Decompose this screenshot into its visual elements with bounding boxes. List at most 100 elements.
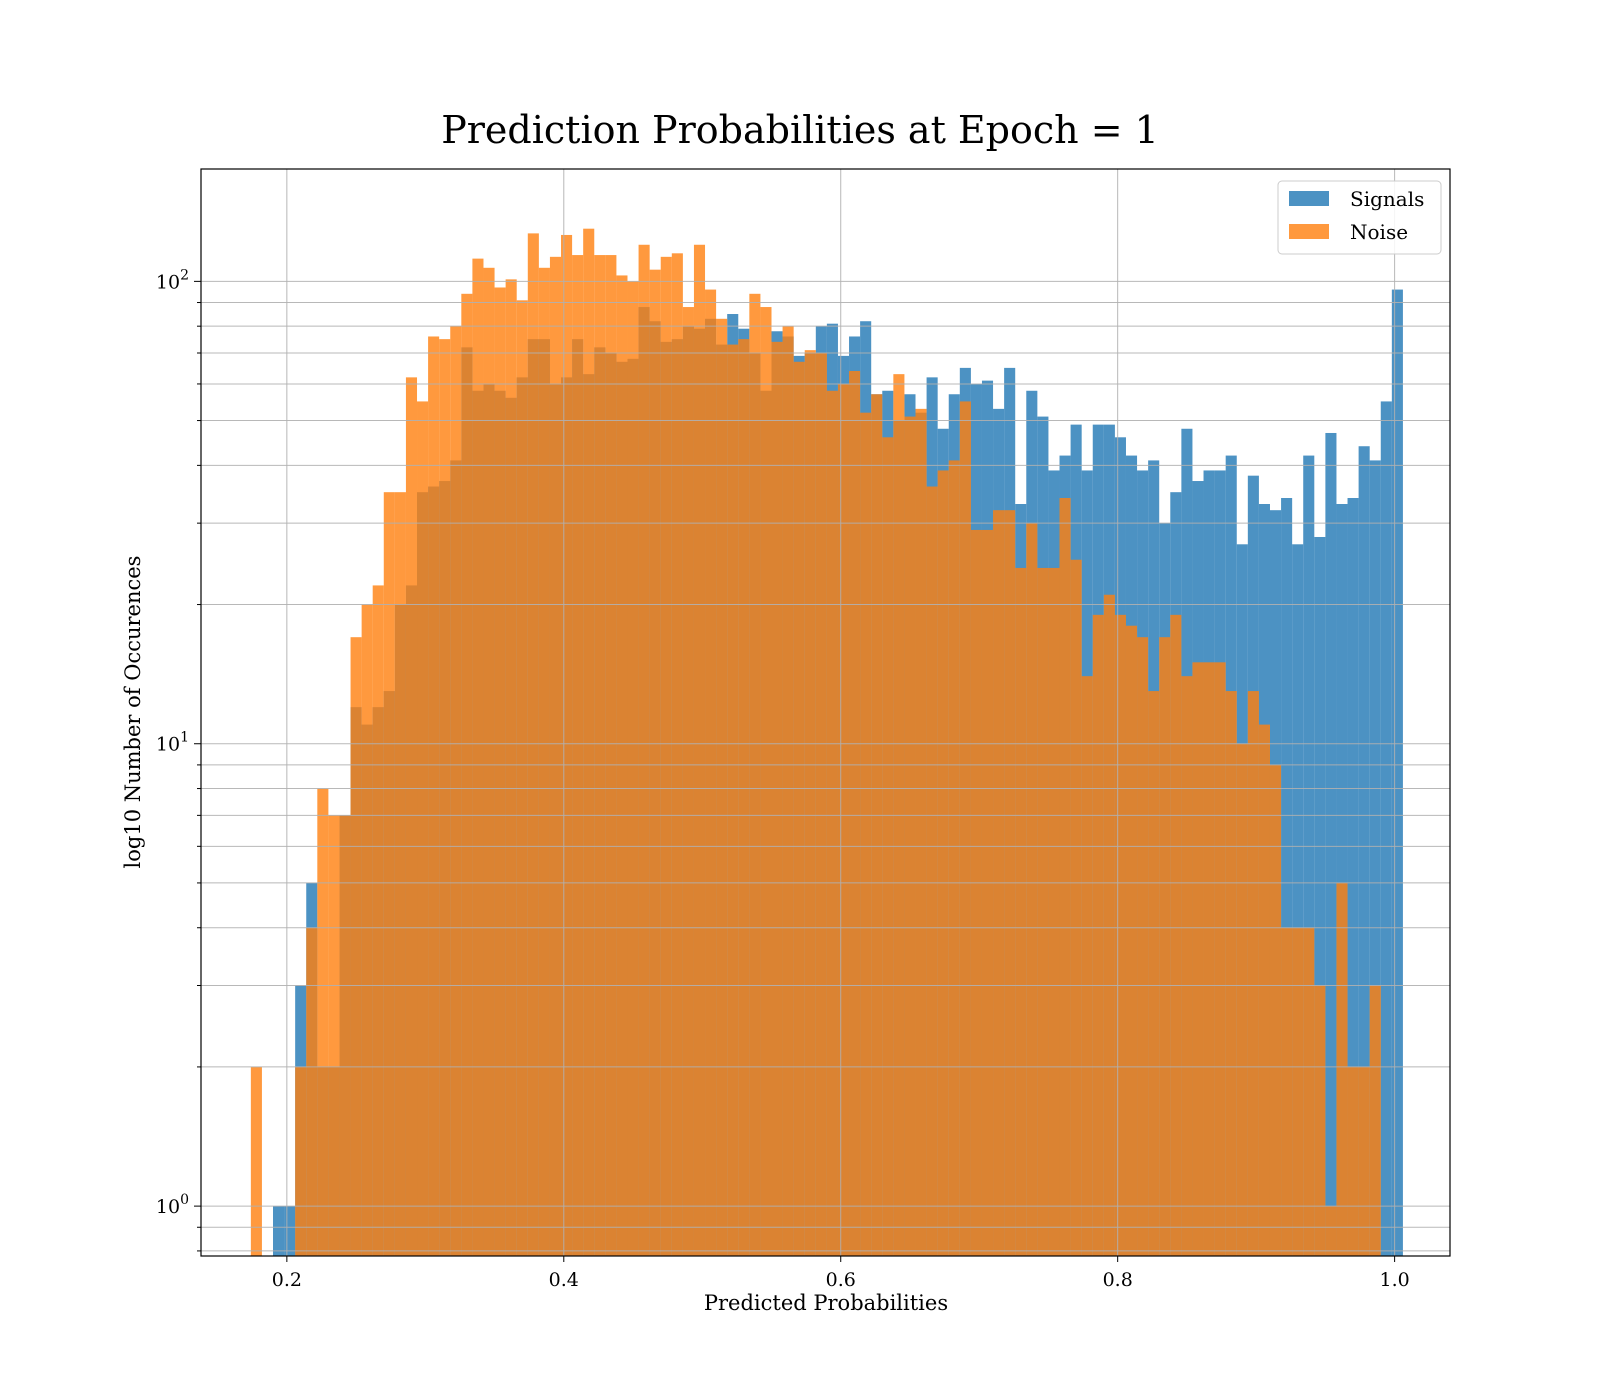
noise-bar-44: [738, 339, 750, 1256]
noise-bar-24: [516, 300, 528, 1256]
noise-bar-71: [1037, 567, 1049, 1256]
noise-bar-52: [826, 390, 838, 1256]
signals-bar-99: [1369, 460, 1381, 1256]
noise-bar-32: [605, 255, 617, 1256]
noise-bar-28: [561, 234, 573, 1256]
noise-bar-12: [383, 492, 395, 1256]
noise-bar-101: [1369, 985, 1381, 1256]
noise-bar-51: [815, 352, 827, 1256]
noise-bar-0: [250, 1066, 262, 1256]
noise-bar-43: [727, 344, 739, 1256]
noise-bar-33: [616, 275, 628, 1256]
noise-bar-78: [1114, 614, 1126, 1256]
signals-bar-93: [1303, 455, 1315, 1256]
noise-bar-29: [572, 255, 584, 1256]
signals-bar-100: [1380, 401, 1392, 1256]
noise-bar-35: [638, 244, 650, 1256]
noise-bar-61: [926, 486, 938, 1256]
x-tick-label-3: 0.8: [1103, 1269, 1133, 1291]
plot-area: [200, 168, 1451, 1257]
noise-bar-22: [494, 287, 506, 1256]
noise-bar-13: [394, 492, 406, 1256]
gridlines: [201, 169, 1450, 1256]
noise-bar-91: [1258, 724, 1270, 1256]
signals-bar-92: [1292, 544, 1304, 1256]
noise-bar-6: [317, 788, 329, 1256]
noise-bar-93: [1281, 927, 1293, 1256]
noise-bar-16: [428, 336, 440, 1257]
noise-bar-50: [804, 350, 816, 1256]
noise-bar-25: [527, 233, 539, 1256]
noise-bar-73: [1059, 498, 1071, 1256]
noise-bar-5: [306, 927, 318, 1256]
noise-bar-9: [350, 637, 362, 1256]
noise-bar-38: [671, 253, 683, 1256]
noise-bar-96: [1314, 985, 1326, 1256]
noise-bar-74: [1070, 559, 1082, 1256]
noise-bar-86: [1203, 662, 1215, 1256]
noise-bar-59: [904, 416, 916, 1257]
noise-bar-95: [1303, 927, 1315, 1256]
noise-bar-83: [1170, 614, 1182, 1256]
noise-bar-30: [583, 228, 595, 1257]
signals-bar-1: [284, 1206, 296, 1256]
noise-bar-47: [771, 341, 783, 1257]
chart-title: Prediction Probabilities at Epoch = 1: [441, 108, 1159, 152]
noise-bar-63: [948, 460, 960, 1256]
noise-bar-53: [837, 383, 850, 1256]
x-tick-label-2: 0.6: [826, 1269, 856, 1291]
noise-bar-17: [439, 339, 451, 1256]
noise-bar-21: [483, 267, 495, 1256]
noise-bar-82: [1159, 637, 1171, 1256]
noise-bar-65: [970, 529, 982, 1256]
noise-bar-54: [849, 370, 861, 1256]
x-tick-label-4: 1.0: [1380, 1269, 1410, 1291]
noise-bar-100: [1358, 1066, 1370, 1256]
noise-bar-39: [682, 307, 694, 1256]
noise-bar-56: [871, 394, 883, 1256]
noise-bar-36: [649, 269, 661, 1256]
noise-bar-94: [1292, 927, 1304, 1256]
signals-bar-94: [1314, 536, 1326, 1256]
noise-bar-90: [1247, 691, 1259, 1256]
noise-bar-40: [693, 244, 706, 1256]
noise-bar-76: [1092, 614, 1104, 1256]
signals-bar-96: [1336, 504, 1348, 1256]
noise-bar-4: [295, 1066, 307, 1256]
noise-bar-46: [760, 307, 772, 1256]
noise-bar-84: [1181, 676, 1193, 1256]
noise-bar-15: [417, 401, 429, 1256]
noise-bar-72: [1048, 567, 1060, 1256]
x-axis-ticks: 0.2 0.4 0.6 0.8 1.0: [272, 1256, 1410, 1291]
signals-bar-95: [1325, 432, 1337, 1257]
x-tick-label-1: 0.4: [549, 1269, 579, 1291]
noise-bars: [250, 228, 1381, 1257]
noise-bar-75: [1081, 676, 1093, 1256]
noise-bar-89: [1236, 743, 1248, 1256]
noise-bar-81: [1148, 691, 1160, 1256]
noise-bar-49: [793, 361, 805, 1256]
noise-bar-85: [1192, 662, 1204, 1256]
noise-bar-37: [660, 256, 672, 1257]
noise-bar-80: [1137, 637, 1149, 1256]
signals-bar-97: [1347, 498, 1359, 1256]
noise-bar-31: [594, 255, 606, 1256]
noise-bar-11: [372, 585, 384, 1256]
noise-bar-48: [782, 326, 794, 1256]
noise-bar-19: [461, 293, 473, 1256]
noise-bar-26: [538, 267, 550, 1256]
noise-bar-88: [1225, 691, 1237, 1256]
noise-bar-7: [328, 815, 340, 1256]
signals-bar-98: [1358, 446, 1370, 1257]
signals-bar-91: [1281, 498, 1293, 1256]
noise-bar-66: [981, 529, 994, 1256]
noise-bar-45: [749, 293, 761, 1256]
noise-bar-79: [1125, 625, 1138, 1256]
legend: Signals Noise: [1277, 180, 1442, 255]
noise-bar-42: [716, 318, 728, 1256]
noise-bar-10: [361, 604, 373, 1256]
noise-bar-20: [472, 258, 484, 1256]
signals-bar-101: [1391, 289, 1403, 1256]
noise-bar-60: [915, 408, 927, 1256]
